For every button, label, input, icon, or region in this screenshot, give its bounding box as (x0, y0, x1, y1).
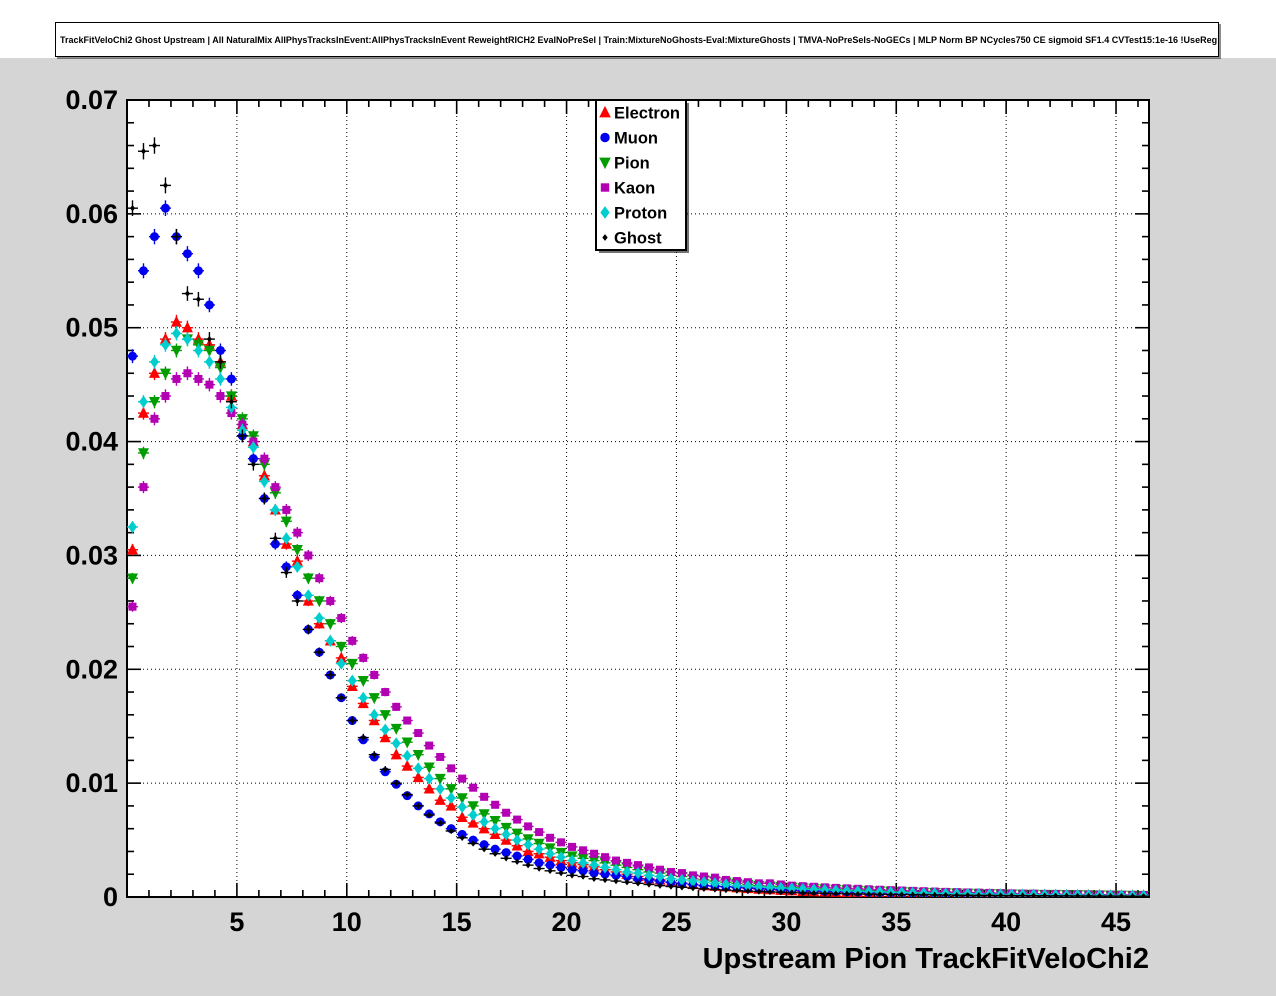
plot-title-text: TrackFitVeloChi2 Ghost Upstream | All Na… (60, 35, 1218, 45)
y-tick-labels: 0 0.01 0.02 0.03 0.04 0.05 0.06 0.07 (65, 85, 118, 912)
svg-text:5: 5 (229, 907, 244, 937)
legend: Electron Muon Pion Kaon Proton Ghost (595, 99, 689, 253)
svg-text:25: 25 (661, 907, 691, 937)
svg-text:0.07: 0.07 (65, 85, 118, 115)
x-axis-title: Upstream Pion TrackFitVeloChi2 (703, 943, 1149, 975)
svg-text:0.06: 0.06 (65, 199, 118, 229)
svg-text:20: 20 (552, 907, 582, 937)
plot-title-pave: TrackFitVeloChi2 Ghost Upstream | All Na… (55, 22, 1219, 57)
legend-entry-proton: Proton (600, 205, 667, 223)
legend-entry-muon: Muon (600, 130, 658, 148)
svg-text:15: 15 (442, 907, 472, 937)
legend-entry-pion: Pion (599, 155, 650, 173)
svg-text:35: 35 (881, 907, 911, 937)
series-ghost (127, 137, 1149, 897)
legend-label: Muon (614, 130, 658, 148)
legend-entry-ghost: Ghost (602, 230, 662, 248)
svg-text:40: 40 (991, 907, 1021, 937)
svg-text:0.05: 0.05 (65, 313, 118, 343)
svg-text:0.02: 0.02 (65, 654, 118, 684)
x-tick-labels: 5 10 15 20 25 30 35 40 45 (229, 907, 1131, 937)
svg-text:0.01: 0.01 (65, 768, 118, 798)
legend-label: Electron (614, 105, 680, 123)
legend-label: Kaon (614, 180, 655, 198)
legend-label: Pion (614, 155, 650, 173)
legend-entry-kaon: Kaon (600, 180, 655, 198)
svg-text:10: 10 (332, 907, 362, 937)
legend-entry-electron: Electron (599, 105, 680, 123)
svg-text:0: 0 (103, 882, 118, 912)
legend-label: Proton (614, 205, 667, 223)
svg-text:45: 45 (1101, 907, 1131, 937)
legend-box (595, 99, 687, 251)
svg-text:30: 30 (771, 907, 801, 937)
legend-label: Ghost (614, 230, 662, 248)
svg-text:0.04: 0.04 (65, 427, 118, 457)
svg-text:0.03: 0.03 (65, 540, 118, 570)
